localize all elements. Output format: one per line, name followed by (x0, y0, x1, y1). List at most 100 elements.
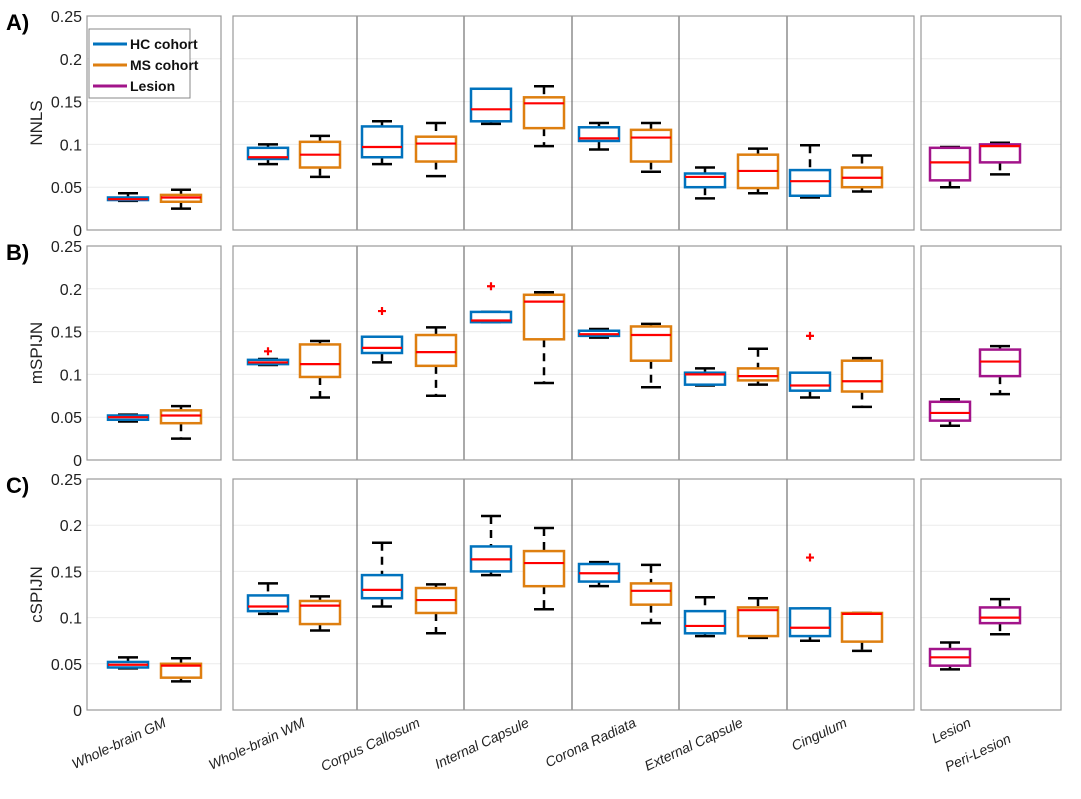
axes-frame (232, 15, 915, 231)
axes-background (87, 246, 221, 460)
axes-background (921, 479, 1061, 710)
x-tick-label: Lesion (929, 714, 973, 746)
outlier-marker (378, 307, 386, 316)
y-tick-label: 0.1 (60, 611, 82, 628)
axes-frame (86, 478, 222, 711)
box-cingulum-hc (788, 144, 832, 199)
box-lesion-lesion (928, 397, 972, 428)
box-iqr (840, 611, 884, 643)
box-internal-capsule-hc (469, 282, 513, 324)
box-iqr (469, 310, 513, 324)
box-whole-brain-wm-hc (246, 582, 290, 616)
outlier-marker (806, 553, 814, 562)
panel-label: C) (6, 473, 29, 498)
box-iqr (246, 146, 290, 161)
box-corpus-callosum-hc (360, 120, 404, 166)
axes-frame (920, 245, 1062, 461)
panel-label: A) (6, 10, 29, 35)
y-tick-label: 0 (73, 703, 82, 720)
box-whole-brain-wm-hc (246, 347, 290, 367)
box-lesion-lesion (928, 145, 972, 189)
box-corona-radiata-hc (577, 121, 621, 151)
x-tick-label: Corpus Callosum (318, 714, 422, 774)
box-iqr (414, 333, 458, 368)
y-tick-label: 0.05 (51, 657, 82, 674)
box-iqr (629, 582, 673, 606)
box-whole-brain-wm-ms (298, 595, 342, 632)
box-corpus-callosum-ms (414, 326, 458, 398)
box-iqr (736, 367, 780, 382)
box-internal-capsule-ms (522, 84, 566, 148)
box-external-capsule-ms (736, 596, 780, 640)
box-corona-radiata-ms (629, 322, 673, 389)
box-iqr (683, 172, 727, 189)
box-corona-radiata-ms (629, 121, 673, 174)
box-iqr (522, 549, 566, 588)
y-axis-label: cSPIJN (27, 566, 46, 623)
axes-background (921, 16, 1061, 230)
box-corpus-callosum-hc (360, 307, 404, 364)
y-tick-label: 0.2 (60, 518, 82, 535)
panel-label: B) (6, 240, 29, 265)
box-whole-brain-gm-hc (106, 191, 150, 203)
y-tick-label: 0.15 (51, 325, 82, 342)
y-tick-label: 0.1 (60, 367, 82, 384)
box-whole-brain-gm-ms (159, 404, 203, 440)
box-iqr (469, 87, 513, 123)
box-external-capsule-hc (683, 596, 727, 638)
box-internal-capsule-hc (469, 87, 513, 126)
axes-frame (86, 15, 222, 231)
box-peri-lesion-lesion (978, 344, 1022, 396)
box-iqr (928, 146, 972, 182)
x-tick-label: External Capsule (642, 714, 746, 774)
y-tick-label: 0.25 (51, 9, 82, 26)
box-internal-capsule-hc (469, 514, 513, 577)
box-corpus-callosum-hc (360, 541, 404, 608)
y-tick-label: 0 (73, 223, 82, 240)
box-whole-brain-gm-hc (106, 656, 150, 670)
box-whole-brain-gm-ms (159, 188, 203, 210)
box-iqr (360, 573, 404, 600)
box-whole-brain-gm-ms (159, 657, 203, 683)
axes-background (233, 246, 914, 460)
box-peri-lesion-lesion (978, 597, 1022, 636)
box-iqr (522, 96, 566, 130)
y-tick-label: 0.1 (60, 137, 82, 154)
axes-background (233, 479, 914, 710)
x-tick-label: Cingulum (789, 714, 850, 754)
box-iqr (360, 125, 404, 159)
legend: HC cohort MS cohort Lesion (88, 28, 199, 99)
box-whole-brain-wm-ms (298, 134, 342, 179)
x-tick-label: Corona Radiata (543, 714, 639, 770)
box-iqr (683, 371, 727, 386)
box-lesion-lesion (928, 641, 972, 671)
box-iqr (159, 409, 203, 425)
y-tick-label: 0 (73, 453, 82, 470)
box-iqr (246, 594, 290, 613)
box-corona-radiata-hc (577, 560, 621, 588)
box-whole-brain-wm-ms (298, 339, 342, 399)
box-internal-capsule-ms (522, 526, 566, 611)
box-corona-radiata-hc (577, 327, 621, 339)
box-iqr (736, 606, 780, 638)
box-iqr (683, 609, 727, 635)
box-iqr (629, 325, 673, 362)
box-iqr (298, 343, 342, 379)
box-iqr (298, 599, 342, 626)
box-internal-capsule-ms (522, 290, 566, 385)
y-tick-label: 0.15 (51, 95, 82, 112)
panel-1: 0 0.05 0.1 0.15 0.2 0.25 NNLS A) HC cohort MS coh… (6, 9, 1062, 240)
y-axis-label: NNLS (27, 100, 46, 145)
box-cingulum-hc (788, 331, 832, 399)
box-cingulum-hc (788, 553, 832, 642)
box-external-capsule-ms (736, 347, 780, 386)
box-iqr (788, 371, 832, 392)
box-iqr (629, 128, 673, 163)
box-iqr (414, 135, 458, 163)
box-iqr (978, 348, 1022, 378)
box-iqr (928, 400, 972, 422)
legend-entry: Lesion (130, 78, 175, 94)
outlier-marker (264, 347, 272, 356)
y-axis-label: mSPIJN (27, 322, 46, 384)
y-tick-label: 0.25 (51, 239, 82, 256)
